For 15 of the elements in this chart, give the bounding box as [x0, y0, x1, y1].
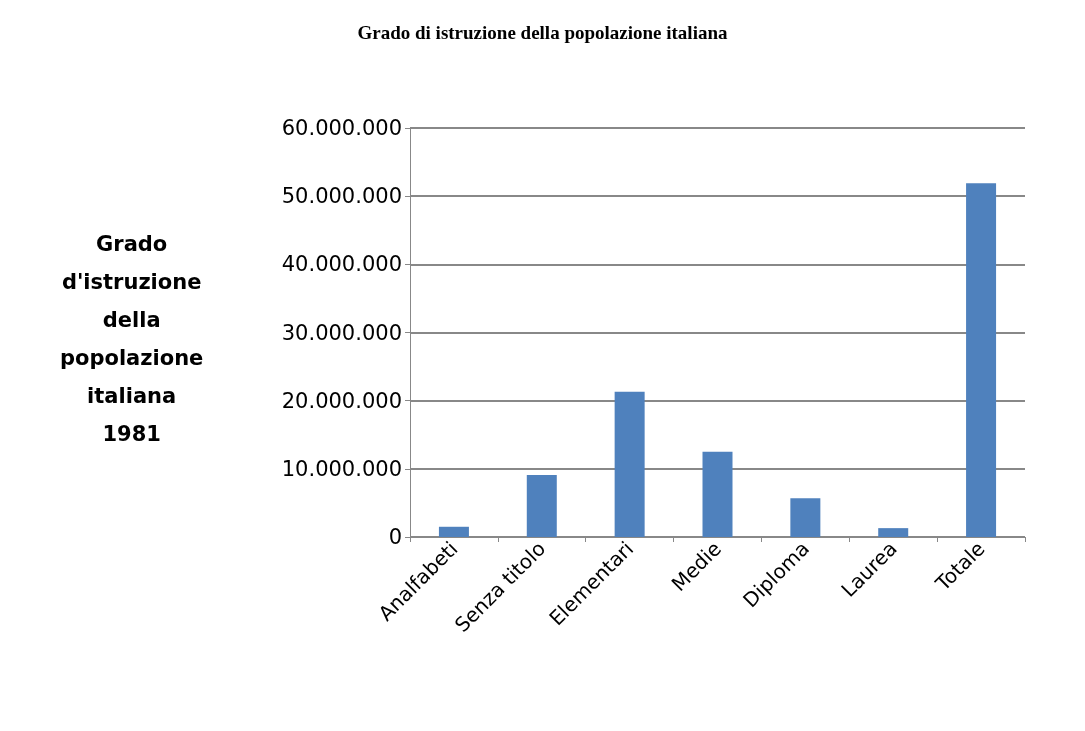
bar [438, 526, 469, 537]
y-tick-label: 30.000.000 [281, 320, 402, 345]
bar [966, 183, 997, 537]
bar [790, 498, 821, 537]
bar [702, 451, 733, 537]
chart-title: Grado di istruzione della popolazione italiana [357, 22, 728, 43]
bar [614, 391, 645, 537]
bar [878, 528, 909, 537]
y-tick-label: 50.000.000 [281, 184, 402, 209]
y-tick-label: 10.000.000 [281, 456, 402, 481]
bar [526, 474, 557, 537]
y-tick-label: 40.000.000 [281, 252, 402, 277]
y-axis-title: Grado d'istruzione della popolazione italiana 1981 [59, 232, 204, 446]
y-tick-label: 20.000.000 [281, 388, 402, 413]
y-tick-label: 60.000.000 [281, 116, 402, 140]
